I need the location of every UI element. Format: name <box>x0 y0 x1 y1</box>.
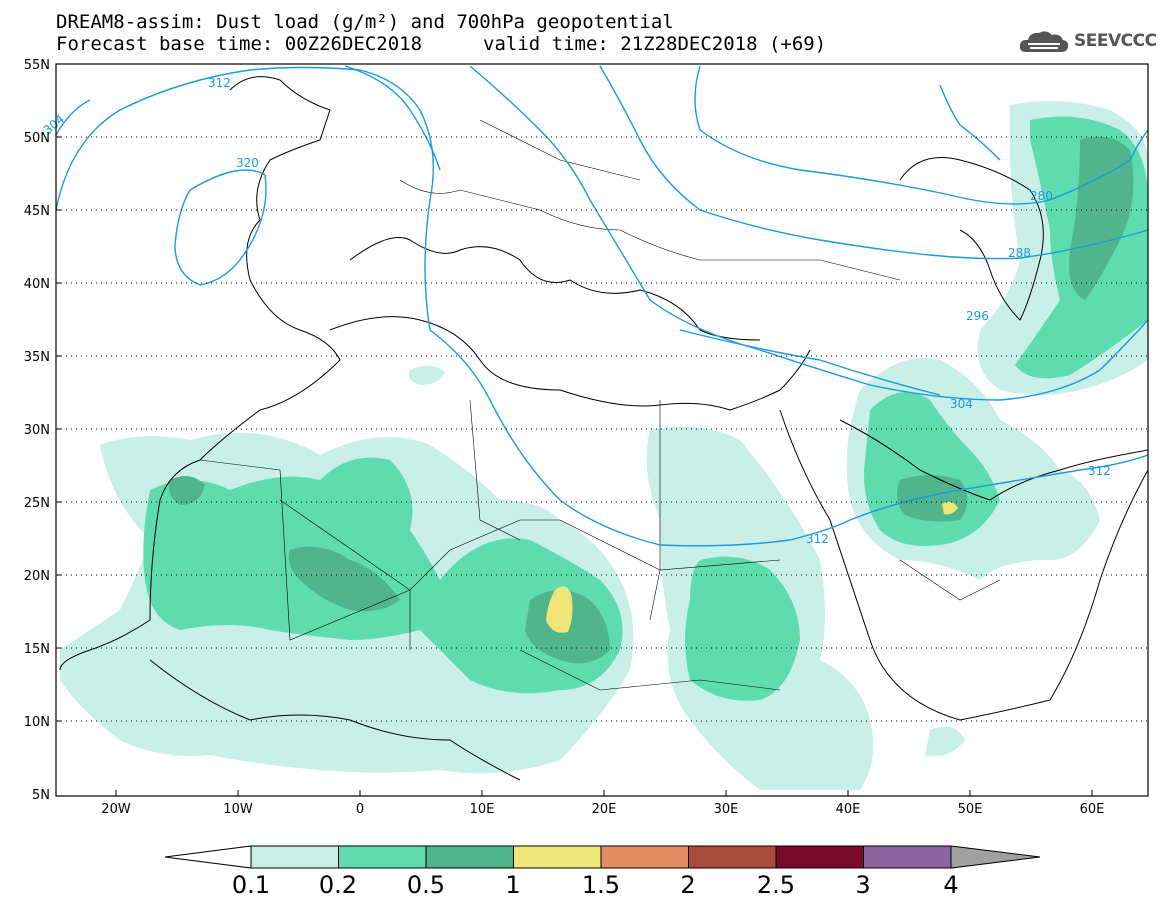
colorbar-label: 0.2 <box>319 871 357 899</box>
colorbar-swatch <box>513 845 602 869</box>
dust-level-0.1 <box>60 101 1148 790</box>
colorbar-swatch <box>863 845 952 869</box>
seevccc-logo: SEEVCCC <box>1018 28 1158 56</box>
lon-label: 40E <box>836 802 861 817</box>
lon-label: 30E <box>714 802 739 817</box>
colorbar-label: 1.5 <box>582 871 620 899</box>
logo-text: SEEVCCC <box>1074 31 1157 51</box>
contour-labels: 312 304 320 280 288 296 304 312 312 <box>41 76 1111 546</box>
colorbar: 0.1 0.2 0.5 1 1.5 2 2.5 3 4 <box>164 845 1041 899</box>
lon-label: 50E <box>958 802 983 817</box>
axis-ticks <box>56 136 1093 796</box>
lat-label: 5N <box>32 788 50 803</box>
graticule <box>56 136 1148 722</box>
lon-label: 0 <box>356 802 364 817</box>
lat-label: 15N <box>24 642 50 657</box>
colorbar-label: 0.5 <box>407 871 445 899</box>
cloud-icon <box>1019 31 1069 52</box>
colorbar-swatch <box>250 845 339 869</box>
lat-label: 55N <box>24 58 50 73</box>
lon-label: 20W <box>101 802 131 817</box>
latitude-labels: 55N 50N 45N 40N 35N 30N 25N 20N 15N 10N … <box>24 58 50 803</box>
lat-label: 50N <box>24 131 50 146</box>
map-frame <box>55 63 1149 797</box>
lat-label: 20N <box>24 569 50 584</box>
colorbar-label: 2 <box>680 871 695 899</box>
colorbar-swatches <box>250 845 952 869</box>
lat-label: 30N <box>24 423 50 438</box>
colorbar-under-arrow <box>164 845 252 869</box>
borders <box>199 119 1001 691</box>
colorbar-label: 1 <box>505 871 520 899</box>
lon-label: 60E <box>1080 802 1105 817</box>
lon-label: 10E <box>470 802 495 817</box>
colorbar-label: 2.5 <box>757 871 795 899</box>
contour-label: 312 <box>1088 464 1111 478</box>
coastlines <box>59 76 1148 781</box>
colorbar-label: 0.1 <box>232 871 270 899</box>
lat-label: 45N <box>24 204 50 219</box>
colorbar-labels: 0.1 0.2 0.5 1 1.5 2 2.5 3 4 <box>232 871 959 899</box>
contour-label: 304 <box>950 397 973 411</box>
dust-level-1 <box>546 501 958 633</box>
lon-label: 20E <box>592 802 617 817</box>
forecast-base-time: Forecast base time: 00Z26DEC2018 <box>56 33 423 55</box>
contour-label: 296 <box>966 309 989 323</box>
map-title: DREAM8-assim: Dust load (g/m²) and 700hP… <box>56 11 674 33</box>
dust-level-0.2 <box>143 116 1148 701</box>
contour-label: 288 <box>1008 246 1031 260</box>
colorbar-over-arrow <box>950 845 1041 869</box>
contour-label: 280 <box>1030 189 1053 203</box>
colorbar-swatch <box>688 845 777 869</box>
colorbar-swatch <box>338 845 427 869</box>
valid-time: valid time: 21Z28DEC2018 (+69) <box>483 33 827 55</box>
colorbar-swatch <box>775 845 864 869</box>
lat-label: 35N <box>24 350 50 365</box>
colorbar-swatch <box>425 845 514 869</box>
lat-label: 10N <box>24 715 50 730</box>
colorbar-swatch <box>600 845 689 869</box>
contour-label: 320 <box>236 156 259 170</box>
colorbar-label: 4 <box>943 871 958 899</box>
contour-label: 312 <box>806 532 829 546</box>
geopotential-contours <box>56 65 1148 547</box>
lat-label: 25N <box>24 496 50 511</box>
lat-label: 40N <box>24 277 50 292</box>
colorbar-label: 3 <box>855 871 870 899</box>
dust-level-0.5 <box>168 136 1134 664</box>
longitude-labels: 20W 10W 0 10E 20E 30E 40E 50E 60E <box>101 802 1104 817</box>
contour-label: 312 <box>208 76 231 90</box>
dust-shading <box>60 101 1148 790</box>
lon-label: 10W <box>223 802 253 817</box>
